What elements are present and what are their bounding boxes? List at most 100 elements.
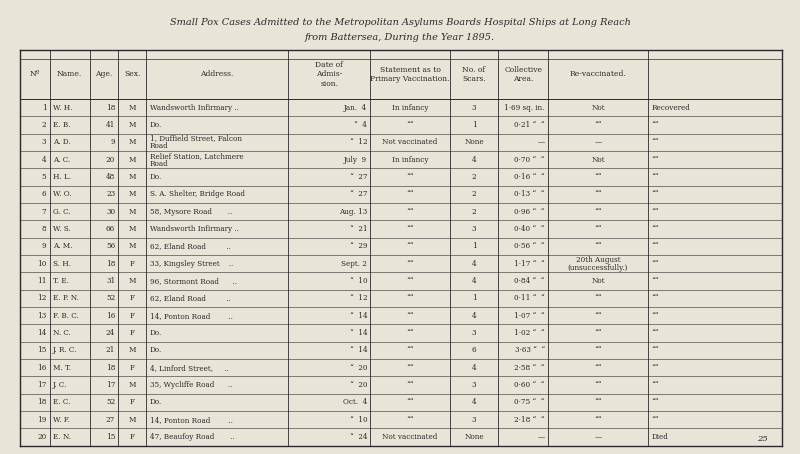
- Text: Do.: Do.: [150, 329, 162, 337]
- Text: E. C.: E. C.: [53, 399, 70, 406]
- Text: 17: 17: [37, 381, 46, 389]
- Text: 2: 2: [472, 190, 476, 198]
- Text: 58, Mysore Road       ..: 58, Mysore Road ..: [150, 207, 232, 216]
- Text: ““: ““: [594, 346, 602, 355]
- Text: ““: ““: [594, 242, 602, 251]
- Text: Road: Road: [150, 142, 168, 150]
- Text: ““: ““: [594, 294, 602, 302]
- Text: 3: 3: [472, 329, 476, 337]
- Text: A. C.: A. C.: [53, 156, 70, 164]
- Text: 14, Ponton Road        ..: 14, Ponton Road ..: [150, 312, 233, 320]
- Text: 6: 6: [472, 346, 476, 355]
- Text: 52: 52: [106, 399, 115, 406]
- Text: (unsuccessfully.): (unsuccessfully.): [568, 264, 628, 271]
- Text: ““: ““: [406, 173, 414, 181]
- Text: ““: ““: [406, 225, 414, 233]
- Text: 18: 18: [106, 104, 115, 112]
- Text: 35, Wycliffe Road      ..: 35, Wycliffe Road ..: [150, 381, 232, 389]
- Text: Address.: Address.: [201, 70, 234, 79]
- Text: “  14: “ 14: [350, 329, 367, 337]
- Text: 1·17 “  “: 1·17 “ “: [514, 260, 545, 268]
- Text: ““: ““: [651, 173, 658, 181]
- Text: 14: 14: [37, 329, 46, 337]
- Text: 4: 4: [472, 260, 476, 268]
- Text: M: M: [129, 121, 136, 129]
- Text: 1·07 “  “: 1·07 “ “: [514, 312, 545, 320]
- Text: ““: ““: [651, 190, 658, 198]
- Text: 66: 66: [106, 225, 115, 233]
- Text: July  9: July 9: [344, 156, 367, 164]
- Text: H. L.: H. L.: [53, 173, 71, 181]
- Text: ““: ““: [594, 381, 602, 389]
- Text: 62, Eland Road         ..: 62, Eland Road ..: [150, 242, 230, 251]
- Text: “  14: “ 14: [350, 346, 367, 355]
- Text: Road: Road: [150, 160, 168, 168]
- Text: 41: 41: [106, 121, 115, 129]
- Text: 9: 9: [110, 138, 115, 146]
- Text: ““: ““: [651, 260, 658, 268]
- Text: M: M: [129, 173, 136, 181]
- Text: “  4: “ 4: [354, 121, 367, 129]
- Text: N. C.: N. C.: [53, 329, 70, 337]
- Text: 15: 15: [37, 346, 46, 355]
- Text: “  14: “ 14: [350, 312, 367, 320]
- Text: 56: 56: [106, 242, 115, 251]
- Text: 4: 4: [472, 277, 476, 285]
- Text: ““: ““: [651, 207, 658, 216]
- Text: ““: ““: [406, 399, 414, 406]
- Text: ““: ““: [406, 190, 414, 198]
- Text: 8: 8: [42, 225, 46, 233]
- Text: 4, Linford Street,     ..: 4, Linford Street, ..: [150, 364, 228, 372]
- Text: 17: 17: [106, 381, 115, 389]
- Text: F: F: [130, 399, 135, 406]
- Text: ““: ““: [651, 121, 658, 129]
- Text: 0·56 “  “: 0·56 “ “: [514, 242, 545, 251]
- Text: 2·18 “  “: 2·18 “ “: [514, 416, 545, 424]
- Text: 2·58 “  “: 2·58 “ “: [514, 364, 545, 372]
- Text: 18: 18: [106, 364, 115, 372]
- Text: Aug. 13: Aug. 13: [339, 207, 367, 216]
- Text: Do.: Do.: [150, 346, 162, 355]
- Text: Small Pox Cases Admitted to the Metropolitan Asylums Boards Hospital Ships at Lo: Small Pox Cases Admitted to the Metropol…: [170, 18, 630, 27]
- Text: Died: Died: [651, 433, 668, 441]
- Text: 4: 4: [42, 156, 46, 164]
- Text: 1: 1: [42, 104, 46, 112]
- Text: ““: ““: [651, 156, 658, 164]
- Text: 0·60 “  “: 0·60 “ “: [514, 381, 545, 389]
- Text: 33, Kingsley Street    ..: 33, Kingsley Street ..: [150, 260, 233, 268]
- Text: 0·13 “  “: 0·13 “ “: [514, 190, 545, 198]
- Text: “  20: “ 20: [350, 381, 367, 389]
- Text: W. O.: W. O.: [53, 190, 71, 198]
- Text: F: F: [130, 329, 135, 337]
- Text: Collective
Area.: Collective Area.: [504, 66, 542, 83]
- Text: ““: ““: [406, 381, 414, 389]
- Text: Age.: Age.: [95, 70, 113, 79]
- Text: 1·69 sq. in.: 1·69 sq. in.: [505, 104, 545, 112]
- Text: ““: ““: [406, 364, 414, 372]
- Text: 18: 18: [37, 399, 46, 406]
- Text: 62, Eland Road         ..: 62, Eland Road ..: [150, 294, 230, 302]
- Text: ““: ““: [594, 416, 602, 424]
- Text: M. T.: M. T.: [53, 364, 71, 372]
- Text: 21: 21: [106, 346, 115, 355]
- Text: ““: ““: [651, 277, 658, 285]
- Text: S. H.: S. H.: [53, 260, 71, 268]
- Text: 10: 10: [37, 260, 46, 268]
- Text: 24: 24: [106, 329, 115, 337]
- Text: 12: 12: [37, 294, 46, 302]
- Text: 1·02 “  “: 1·02 “ “: [514, 329, 545, 337]
- Text: ““: ““: [651, 364, 658, 372]
- Text: “  21: “ 21: [350, 225, 367, 233]
- Text: 4: 4: [472, 364, 476, 372]
- Text: None: None: [464, 138, 484, 146]
- Text: M: M: [129, 190, 136, 198]
- Text: from Battersea, During the Year 1895.: from Battersea, During the Year 1895.: [305, 33, 495, 42]
- Text: 7: 7: [42, 207, 46, 216]
- Text: Sex.: Sex.: [124, 70, 141, 79]
- Text: In infancy: In infancy: [392, 104, 428, 112]
- Text: T. E.: T. E.: [53, 277, 69, 285]
- Text: “  10: “ 10: [350, 416, 367, 424]
- Text: ““: ““: [406, 329, 414, 337]
- Text: Not: Not: [591, 156, 605, 164]
- Text: E. B.: E. B.: [53, 121, 70, 129]
